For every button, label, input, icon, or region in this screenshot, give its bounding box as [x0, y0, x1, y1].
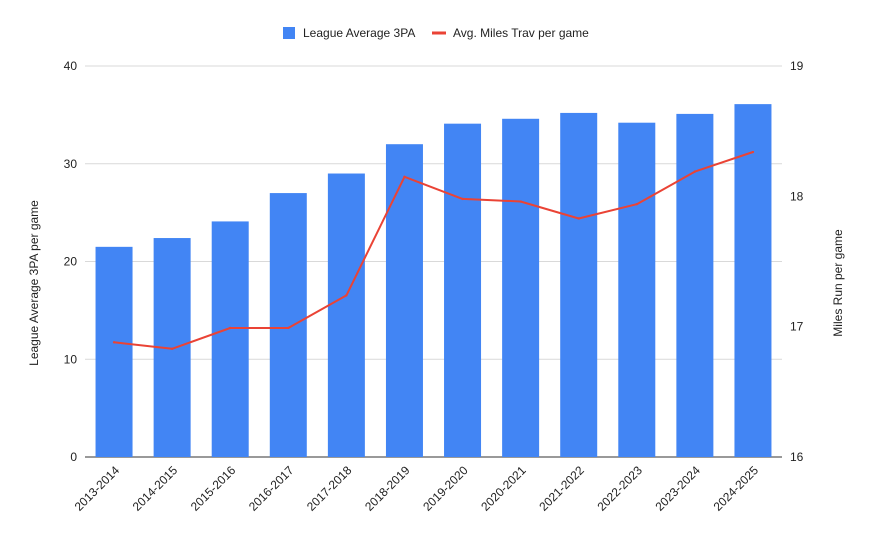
left-tick-label: 40 — [64, 59, 78, 73]
right-axis: 16 17 18 19 — [790, 59, 804, 464]
right-tick-label: 16 — [790, 450, 804, 464]
line-series — [112, 150, 755, 351]
x-axis: 2013-2014 2014-2015 2015-2016 2016-2017 2017… — [72, 463, 762, 514]
line-point — [519, 200, 522, 203]
bar — [444, 123, 482, 458]
bar — [502, 118, 540, 457]
line-point — [287, 326, 290, 330]
line-path — [113, 151, 754, 350]
bar-series — [95, 104, 772, 458]
x-tick-label: 2016-2017 — [246, 463, 297, 514]
left-tick-label: 20 — [64, 255, 78, 269]
line-point — [461, 197, 464, 201]
left-tick-label: 0 — [70, 450, 77, 464]
bar — [211, 221, 249, 457]
right-tick-label: 18 — [790, 189, 804, 203]
legend-label-line: Avg. Miles Trav per game — [453, 26, 589, 40]
line-point — [693, 170, 697, 173]
x-tick-label: 2013-2014 — [72, 463, 123, 514]
bar — [269, 193, 307, 457]
line-point — [170, 347, 174, 351]
x-tick-label: 2015-2016 — [188, 463, 239, 514]
x-tick-label: 2017-2018 — [304, 463, 355, 514]
bar — [676, 113, 714, 458]
legend-label-bar: League Average 3PA — [303, 26, 415, 40]
x-tick-label: 2020-2021 — [478, 463, 529, 514]
left-tick-label: 10 — [64, 352, 78, 366]
legend-swatch-bar — [283, 27, 295, 39]
bar — [560, 112, 598, 458]
x-tick-label: 2021-2022 — [536, 463, 587, 514]
line-point — [577, 217, 580, 220]
right-axis-title: Miles Run per game — [831, 229, 845, 337]
line-point — [112, 341, 116, 344]
line-point — [403, 175, 406, 178]
x-tick-label: 2023-2024 — [653, 463, 704, 514]
x-tick-label: 2014-2015 — [130, 463, 181, 514]
bar — [618, 122, 656, 457]
bar — [385, 144, 423, 457]
x-tick-label: 2024-2025 — [711, 463, 762, 514]
left-tick-label: 30 — [64, 157, 78, 171]
x-tick-label: 2018-2019 — [362, 463, 413, 514]
right-tick-label: 19 — [790, 59, 804, 73]
line-point — [229, 326, 232, 330]
left-axis-title: League Average 3PA per game — [27, 200, 41, 366]
gridlines — [85, 65, 782, 458]
bar — [734, 104, 772, 457]
legend: League Average 3PA Avg. Miles Trav per g… — [283, 26, 589, 40]
line-point — [635, 202, 638, 206]
x-tick-label: 2019-2020 — [420, 463, 471, 514]
right-tick-label: 17 — [790, 320, 804, 334]
bar — [95, 246, 133, 457]
x-tick-label: 2022-2023 — [594, 463, 645, 514]
line-point — [751, 150, 755, 154]
line-point — [345, 294, 348, 297]
bar — [327, 173, 365, 457]
left-axis: 0 10 20 30 40 — [64, 59, 78, 464]
